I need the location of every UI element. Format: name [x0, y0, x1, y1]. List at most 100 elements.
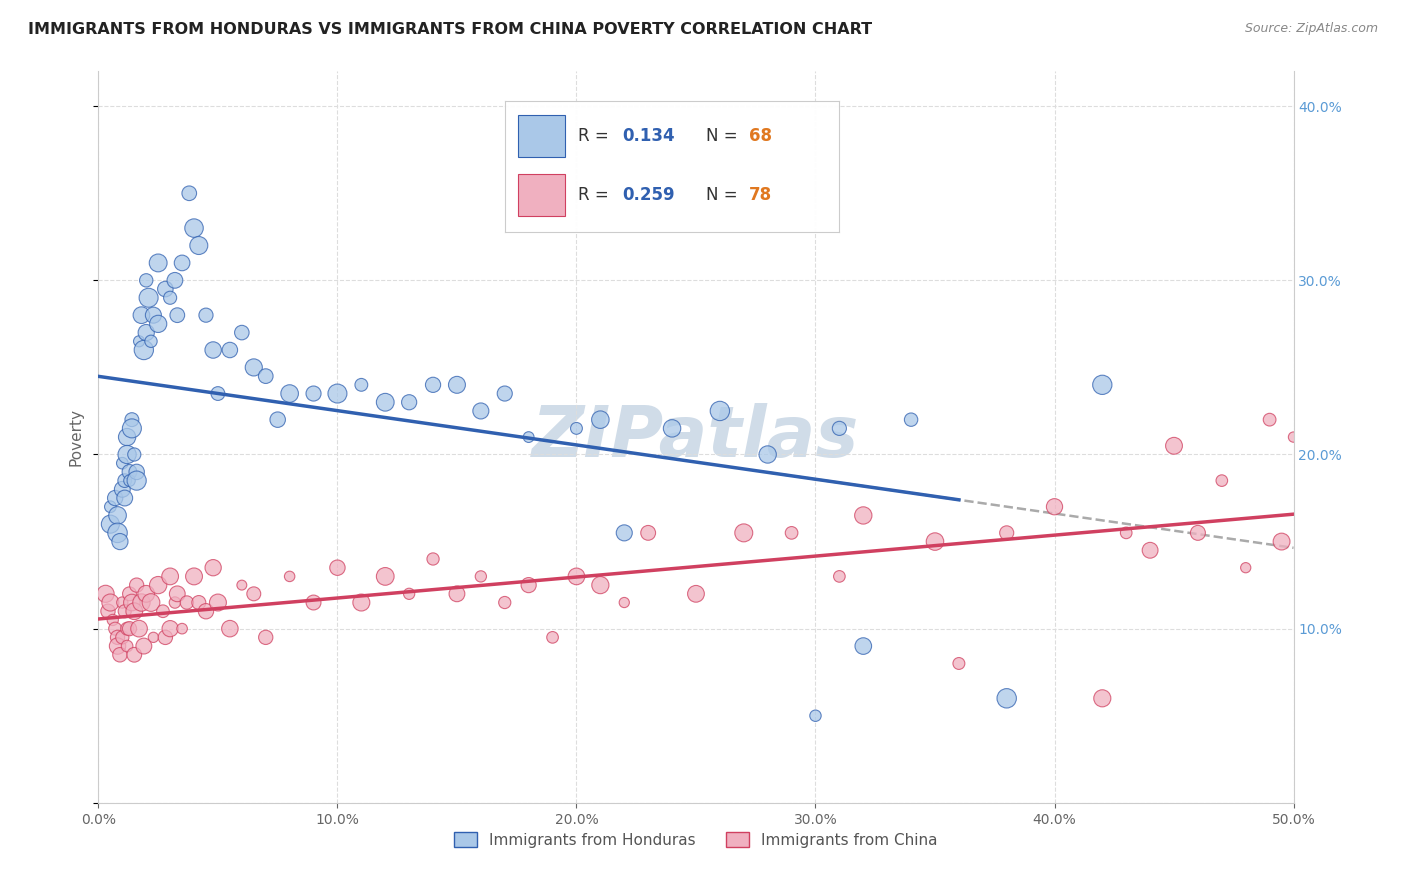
Point: [155, 631, 177, 645]
Point: [114, 491, 136, 505]
Point: [1091, 691, 1114, 706]
Point: [107, 508, 129, 523]
Point: [589, 578, 612, 592]
Point: [948, 657, 970, 671]
Point: [115, 430, 138, 444]
Point: [517, 430, 540, 444]
Point: [254, 369, 277, 384]
Point: [111, 483, 134, 497]
Point: [278, 569, 301, 583]
Point: [111, 456, 134, 470]
Point: [132, 639, 155, 653]
Point: [685, 587, 707, 601]
Point: [995, 525, 1018, 540]
Point: [115, 448, 138, 462]
Point: [202, 343, 225, 357]
Point: [541, 631, 564, 645]
Point: [121, 421, 143, 435]
Point: [661, 421, 683, 435]
Point: [1139, 543, 1161, 558]
Point: [207, 386, 229, 401]
Point: [202, 560, 225, 574]
Point: [1282, 430, 1305, 444]
Point: [243, 587, 266, 601]
Point: [148, 256, 170, 270]
Point: [267, 412, 290, 426]
Point: [128, 334, 150, 349]
Point: [139, 334, 162, 349]
Point: [104, 491, 127, 505]
Point: [135, 273, 157, 287]
Point: [135, 326, 157, 340]
Point: [1271, 534, 1294, 549]
Point: [132, 343, 155, 357]
Point: [159, 291, 181, 305]
Point: [159, 569, 181, 583]
Point: [183, 569, 205, 583]
Point: [107, 525, 129, 540]
Point: [1115, 525, 1137, 540]
Point: [398, 587, 420, 601]
Point: [852, 508, 875, 523]
Point: [172, 622, 194, 636]
Point: [589, 412, 612, 426]
Point: [94, 587, 117, 601]
Point: [613, 525, 636, 540]
Point: [756, 448, 779, 462]
Point: [101, 613, 124, 627]
Point: [187, 238, 209, 252]
Point: [243, 360, 266, 375]
Point: [155, 282, 177, 296]
Point: [118, 465, 141, 479]
Point: [124, 648, 146, 662]
Point: [135, 587, 157, 601]
Point: [613, 595, 636, 609]
Point: [900, 412, 922, 426]
Point: [128, 622, 150, 636]
Point: [118, 474, 141, 488]
Point: [183, 221, 205, 235]
Point: [302, 595, 325, 609]
Point: [852, 639, 875, 653]
Point: [166, 308, 188, 322]
Point: [709, 404, 731, 418]
Point: [828, 421, 851, 435]
Text: ZIPatlas: ZIPatlas: [533, 402, 859, 472]
Point: [139, 595, 162, 609]
Point: [107, 631, 129, 645]
Point: [176, 595, 198, 609]
Point: [121, 412, 143, 426]
Point: [138, 291, 160, 305]
Point: [152, 604, 174, 618]
Point: [163, 595, 186, 609]
Point: [219, 343, 242, 357]
Point: [565, 569, 588, 583]
Point: [780, 525, 803, 540]
Point: [219, 622, 242, 636]
Point: [142, 308, 165, 322]
Point: [172, 256, 194, 270]
Point: [148, 317, 170, 331]
Point: [350, 377, 373, 392]
Point: [494, 595, 516, 609]
Point: [470, 569, 492, 583]
Point: [326, 560, 349, 574]
Point: [1163, 439, 1185, 453]
Point: [163, 273, 186, 287]
Point: [108, 648, 131, 662]
Point: [98, 595, 122, 609]
Point: [1043, 500, 1066, 514]
Text: Source: ZipAtlas.com: Source: ZipAtlas.com: [1244, 22, 1378, 36]
Point: [179, 186, 201, 201]
Point: [374, 395, 396, 409]
Point: [254, 631, 277, 645]
Point: [1091, 377, 1114, 392]
Point: [995, 691, 1018, 706]
Point: [159, 622, 181, 636]
Point: [422, 377, 444, 392]
Point: [565, 421, 588, 435]
Point: [804, 708, 827, 723]
Point: [231, 326, 253, 340]
Point: [115, 622, 138, 636]
Point: [924, 534, 946, 549]
